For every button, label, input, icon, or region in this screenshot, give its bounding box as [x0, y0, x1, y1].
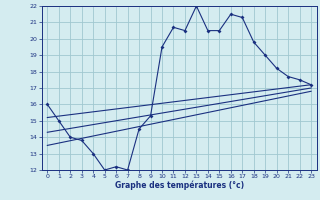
X-axis label: Graphe des températures (°c): Graphe des températures (°c) — [115, 181, 244, 190]
